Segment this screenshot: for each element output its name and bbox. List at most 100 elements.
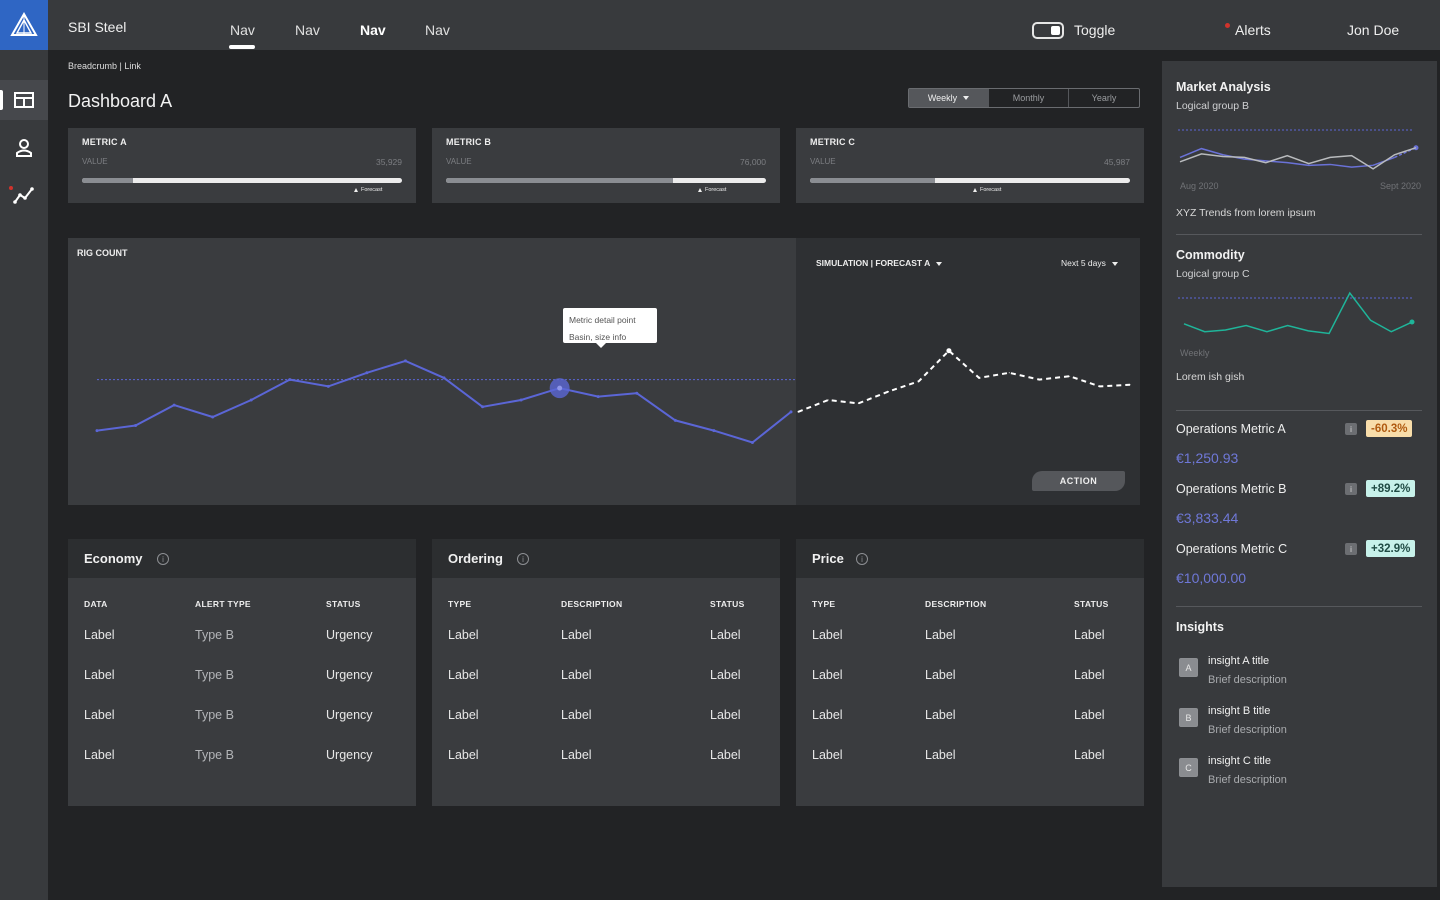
info-icon[interactable]: i — [1345, 483, 1357, 495]
info-icon[interactable]: i — [517, 553, 529, 565]
commodity-end-point — [1409, 319, 1415, 325]
simulation-select[interactable]: SIMULATION | FORECAST A — [816, 258, 943, 268]
rig-count-point — [481, 405, 485, 409]
period-yearly[interactable]: Yearly — [1069, 89, 1139, 107]
insight-badge: A — [1179, 658, 1198, 677]
market-analysis-subtitle: Logical group B — [1176, 100, 1249, 112]
market-series — [1179, 147, 1417, 170]
user-menu[interactable]: Jon Doe — [1347, 22, 1400, 38]
table-cell: Urgency — [326, 708, 373, 722]
insight-title[interactable]: insight C title — [1208, 755, 1271, 767]
table-cell: Label — [561, 708, 592, 722]
dashboard-icon — [14, 92, 34, 108]
column-header[interactable]: STATUS — [710, 599, 745, 609]
logo[interactable] — [0, 0, 48, 50]
sidebar-item-analytics[interactable] — [0, 175, 48, 215]
table-cell: Label — [1074, 748, 1105, 762]
column-header[interactable]: TYPE — [812, 599, 836, 609]
column-header[interactable]: STATUS — [326, 599, 361, 609]
user-icon — [16, 139, 32, 157]
table-cell: Label — [561, 628, 592, 642]
divider — [1176, 234, 1422, 235]
table-title: Economy — [84, 551, 143, 566]
metric-forecast: Forecast — [354, 187, 382, 193]
nav-item-1[interactable]: Nav — [230, 22, 255, 38]
tooltip-line-1: Metric detail point — [569, 315, 636, 325]
metric-progress-track — [810, 178, 1130, 183]
table-cell: Label — [448, 748, 479, 762]
nav-item-3[interactable]: Nav — [360, 22, 386, 38]
change-badge: -60.3% — [1366, 420, 1413, 437]
column-header[interactable]: DESCRIPTION — [925, 599, 987, 609]
metric-card-a[interactable]: METRIC A VALUE 35,929 Forecast — [68, 128, 416, 203]
metric-card-b[interactable]: METRIC B VALUE 76,000 Forecast — [432, 128, 780, 203]
metric-sub-label: VALUE — [810, 157, 836, 166]
toggle-switch[interactable] — [1032, 22, 1064, 39]
column-header[interactable]: DESCRIPTION — [561, 599, 623, 609]
info-icon[interactable]: i — [157, 553, 169, 565]
rig-count-point — [134, 424, 138, 427]
nav-active-indicator — [229, 45, 255, 49]
nav-item-2[interactable]: Nav — [295, 22, 320, 38]
rig-count-chart[interactable] — [68, 238, 1140, 505]
rig-count-point — [403, 359, 407, 363]
table-cell: Urgency — [326, 628, 373, 642]
change-badge: +32.9% — [1366, 540, 1416, 557]
sidebar-rail — [0, 50, 48, 900]
caret-down-icon — [1111, 261, 1118, 266]
metric-sub-label: VALUE — [446, 157, 472, 166]
info-icon[interactable]: i — [1345, 543, 1357, 555]
table-card-price: Price i TYPE DESCRIPTION STATUS Label Label Lab… — [796, 539, 1144, 806]
metric-progress-track — [446, 178, 766, 183]
caret-down-icon — [963, 96, 970, 100]
table-header-bar — [432, 539, 780, 578]
table-cell: Label — [710, 628, 741, 642]
table-cell: Label — [448, 708, 479, 722]
forecast-point — [857, 402, 859, 404]
action-button[interactable]: ACTION — [1032, 471, 1125, 491]
triangle-up-icon — [354, 187, 358, 192]
table-cell: Label — [925, 748, 956, 762]
insight-title[interactable]: insight A title — [1208, 655, 1270, 667]
forecast-point — [946, 348, 952, 354]
period-monthly[interactable]: Monthly — [989, 89, 1069, 107]
forecast-point — [797, 411, 799, 413]
metric-card-c[interactable]: METRIC C VALUE 45,987 Forecast — [796, 128, 1144, 203]
caret-down-icon — [936, 261, 943, 266]
divider — [1176, 410, 1422, 411]
info-icon[interactable]: i — [856, 553, 868, 565]
commodity-series — [1183, 291, 1413, 335]
insight-description: Brief description — [1208, 774, 1287, 786]
rig-count-series — [96, 359, 792, 444]
insight-description: Brief description — [1208, 724, 1287, 736]
table-cell: Label — [1074, 628, 1105, 642]
range-select[interactable]: Next 5 days — [1061, 258, 1118, 268]
alerts-link[interactable]: Alerts — [1235, 22, 1271, 38]
metric-value: 76,000 — [740, 157, 766, 167]
info-icon[interactable]: i — [1345, 423, 1357, 435]
commodity-chart[interactable] — [1176, 287, 1428, 347]
table-cell: Label — [1074, 708, 1105, 722]
operations-metric-b-value: €3,833.44 — [1176, 510, 1239, 526]
period-weekly[interactable]: Weekly — [909, 89, 989, 107]
breadcrumb[interactable]: Breadcrumb | Link — [68, 61, 141, 71]
table-header-bar — [796, 539, 1144, 578]
rig-count-title: RIG COUNT — [77, 248, 128, 258]
nav-item-4[interactable]: Nav — [425, 22, 450, 38]
tooltip-arrow — [596, 343, 606, 348]
table-title: Price — [812, 551, 844, 566]
table-cell: Label — [561, 748, 592, 762]
metric-progress-fill — [810, 178, 935, 183]
column-header[interactable]: DATA — [84, 599, 108, 609]
column-header[interactable]: ALERT TYPE — [195, 599, 251, 609]
market-analysis-chart[interactable] — [1176, 123, 1428, 183]
period-weekly-label: Weekly — [927, 93, 958, 103]
insight-title[interactable]: insight B title — [1208, 705, 1271, 717]
table-cell: Type B — [195, 628, 234, 642]
column-header[interactable]: TYPE — [448, 599, 472, 609]
column-header[interactable]: STATUS — [1074, 599, 1109, 609]
range-select-label: Next 5 days — [1061, 258, 1106, 268]
sidebar-item-dashboard[interactable] — [0, 80, 48, 120]
sidebar-item-users[interactable] — [0, 128, 48, 168]
forecast-point — [1069, 375, 1071, 377]
